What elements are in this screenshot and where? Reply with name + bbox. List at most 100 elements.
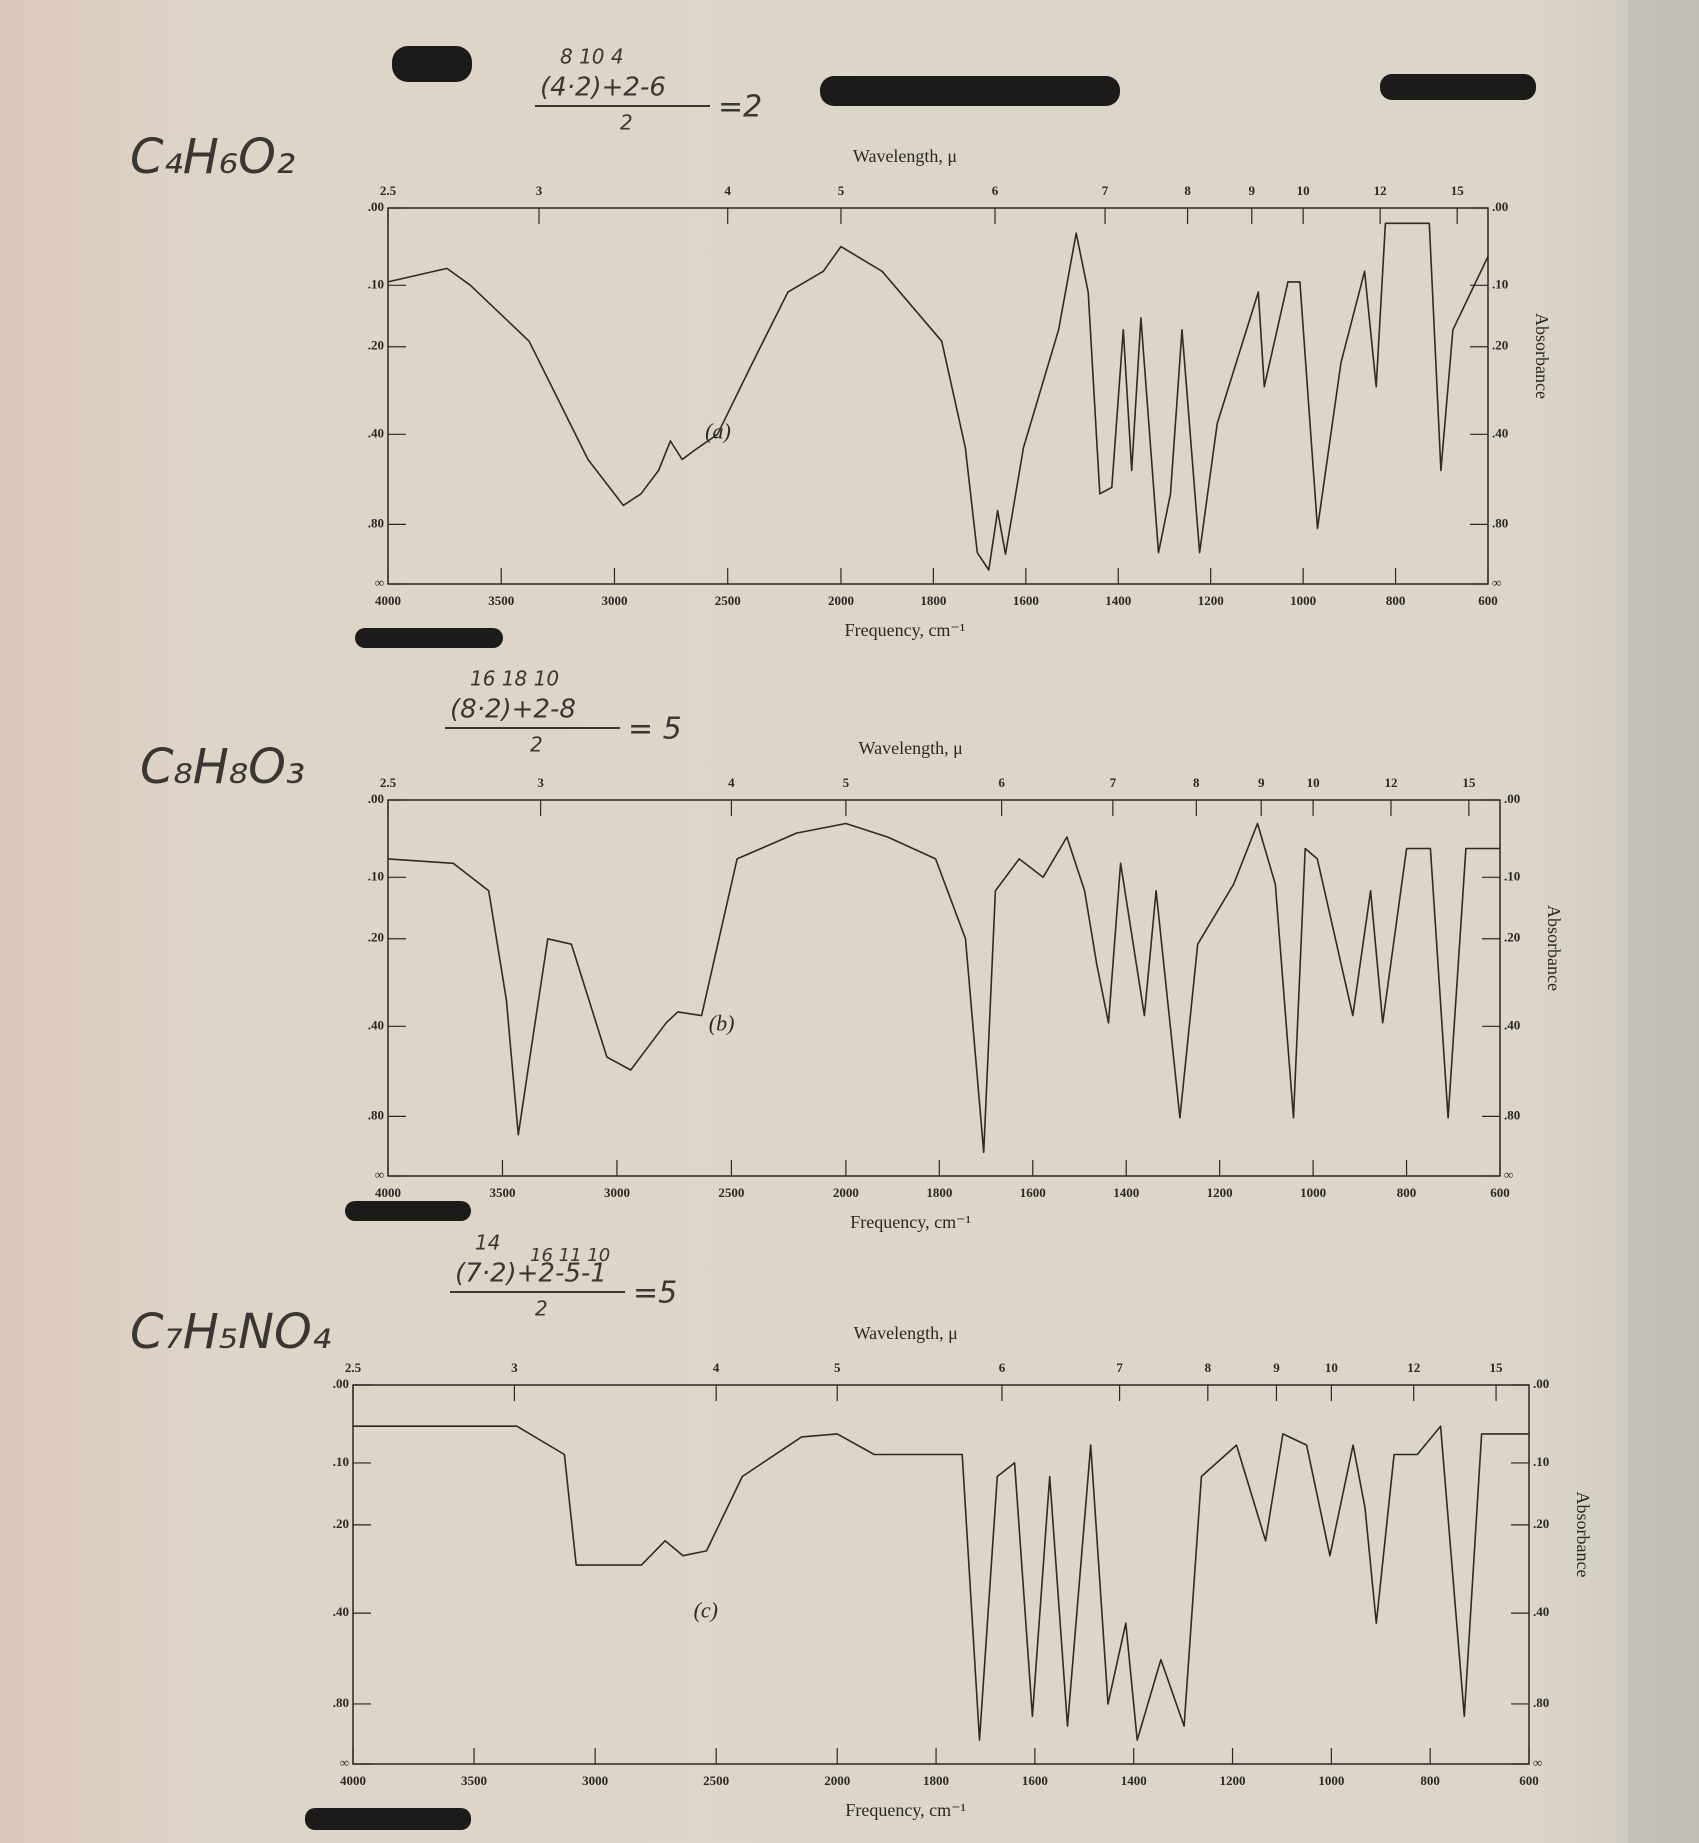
x2-tick-label: 8 — [1205, 1360, 1212, 1375]
x2-tick-label: 4 — [724, 183, 731, 198]
y-tick-label: .20 — [368, 338, 384, 353]
x-tick-label: 800 — [1397, 1185, 1417, 1200]
top-axis-title: Wavelength, μ — [854, 1323, 958, 1343]
formula: C₄H₆O₂ — [130, 129, 295, 185]
x2-tick-label: 7 — [1116, 1360, 1123, 1375]
x2-tick-label: 3 — [511, 1360, 518, 1375]
x-tick-label: 1800 — [926, 1185, 952, 1200]
x-tick-label: 4000 — [375, 593, 401, 608]
x-tick-label: 1000 — [1300, 1185, 1326, 1200]
x2-tick-label: 12 — [1384, 775, 1397, 790]
y2-tick-label: .20 — [1504, 930, 1520, 945]
x-tick-label: 1600 — [1020, 1185, 1046, 1200]
y-tick-label: .40 — [368, 1017, 384, 1032]
x2-tick-label: 12 — [1407, 1360, 1420, 1375]
work-result: =5 — [633, 1276, 677, 1311]
x2-tick-label: 7 — [1110, 775, 1117, 790]
y-axis-title: Absorbance — [1573, 1492, 1593, 1578]
work-numerator: (7·2)+2-5-1 — [455, 1259, 607, 1289]
y2-tick-label: .40 — [1492, 425, 1508, 440]
y2-tick-label: .10 — [1504, 868, 1520, 883]
x-tick-label: 1400 — [1121, 1773, 1147, 1788]
y-tick-label: ∞ — [375, 575, 384, 590]
formula: C₈H₈O₃ — [140, 739, 305, 795]
x-tick-label: 2500 — [703, 1773, 729, 1788]
paper-edge — [1628, 0, 1699, 1843]
redaction — [345, 1201, 471, 1221]
x-tick-label: 1200 — [1207, 1185, 1233, 1200]
x2-tick-label: 15 — [1451, 183, 1465, 198]
x2-tick-label: 2.5 — [380, 775, 397, 790]
y-tick-label: .40 — [333, 1604, 349, 1619]
plot-frame — [387, 207, 1489, 585]
redaction — [1380, 74, 1536, 100]
y-axis-title: Absorbance — [1532, 313, 1552, 399]
x2-tick-label: 9 — [1249, 183, 1256, 198]
x-tick-label: 2000 — [833, 1185, 859, 1200]
y2-tick-label: .40 — [1533, 1604, 1549, 1619]
x-tick-label: 2500 — [715, 593, 741, 608]
x-tick-label: 4000 — [340, 1773, 366, 1788]
x2-tick-label: 6 — [992, 183, 999, 198]
y-tick-label: .10 — [368, 276, 384, 291]
y-tick-label: .20 — [368, 930, 384, 945]
x-tick-label: 3000 — [582, 1773, 608, 1788]
x2-tick-label: 2.5 — [380, 183, 397, 198]
x-tick-label: 1200 — [1198, 593, 1224, 608]
x-tick-label: 1000 — [1318, 1773, 1344, 1788]
x-tick-label: 2000 — [828, 593, 854, 608]
x2-tick-label: 4 — [728, 775, 735, 790]
x2-tick-label: 8 — [1184, 183, 1191, 198]
top-axis-title: Wavelength, μ — [853, 146, 957, 166]
redaction — [392, 46, 472, 82]
y2-tick-label: .20 — [1533, 1516, 1549, 1531]
y-tick-label: ∞ — [340, 1755, 349, 1770]
x-tick-label: 3500 — [489, 1185, 515, 1200]
x-axis-title: Frequency, cm⁻¹ — [845, 1800, 966, 1820]
y2-tick-label: .80 — [1492, 515, 1508, 530]
x2-tick-label: 12 — [1374, 183, 1387, 198]
panel-label: (b) — [709, 1011, 735, 1036]
y-tick-label: ∞ — [375, 1167, 384, 1182]
x-tick-label: 4000 — [375, 1185, 401, 1200]
formula: C₇H₅NO₄ — [130, 1304, 331, 1360]
x2-tick-label: 10 — [1325, 1360, 1338, 1375]
x-tick-label: 2500 — [718, 1185, 744, 1200]
y2-tick-label: .00 — [1492, 199, 1508, 214]
y-tick-label: .00 — [368, 791, 384, 806]
x2-tick-label: 7 — [1102, 183, 1109, 198]
x-axis-title: Frequency, cm⁻¹ — [850, 1212, 971, 1232]
y2-tick-label: .10 — [1533, 1454, 1549, 1469]
x2-tick-label: 15 — [1490, 1360, 1504, 1375]
x2-tick-label: 5 — [843, 775, 850, 790]
x2-tick-label: 9 — [1258, 775, 1265, 790]
work-above: 16 18 10 — [470, 667, 559, 691]
y2-tick-label: .00 — [1504, 791, 1520, 806]
x-tick-label: 600 — [1490, 1185, 1510, 1200]
work-denominator: 2 — [530, 733, 543, 757]
x2-tick-label: 10 — [1297, 183, 1310, 198]
work-denominator: 2 — [535, 1297, 548, 1321]
y2-tick-label: .40 — [1504, 1017, 1520, 1032]
y2-tick-label: .80 — [1504, 1107, 1520, 1122]
x2-tick-label: 6 — [999, 1360, 1006, 1375]
y-tick-label: .00 — [368, 199, 384, 214]
plot-frame — [387, 799, 1501, 1177]
x-tick-label: 1600 — [1013, 593, 1039, 608]
y-axis-title: Absorbance — [1544, 905, 1564, 991]
y-tick-label: .00 — [333, 1376, 349, 1391]
spectrum-line — [387, 222, 1489, 571]
x2-tick-label: 10 — [1307, 775, 1320, 790]
y-tick-label: .10 — [368, 868, 384, 883]
x2-tick-label: 2.5 — [345, 1360, 362, 1375]
x2-tick-label: 5 — [834, 1360, 841, 1375]
x2-tick-label: 15 — [1462, 775, 1476, 790]
x-tick-label: 3000 — [604, 1185, 630, 1200]
work-numerator: (4·2)+2-6 — [540, 73, 666, 103]
redaction — [355, 628, 503, 648]
x-axis-title: Frequency, cm⁻¹ — [845, 620, 966, 640]
y-tick-label: .20 — [333, 1516, 349, 1531]
work-above: 8 10 4 — [560, 45, 624, 69]
